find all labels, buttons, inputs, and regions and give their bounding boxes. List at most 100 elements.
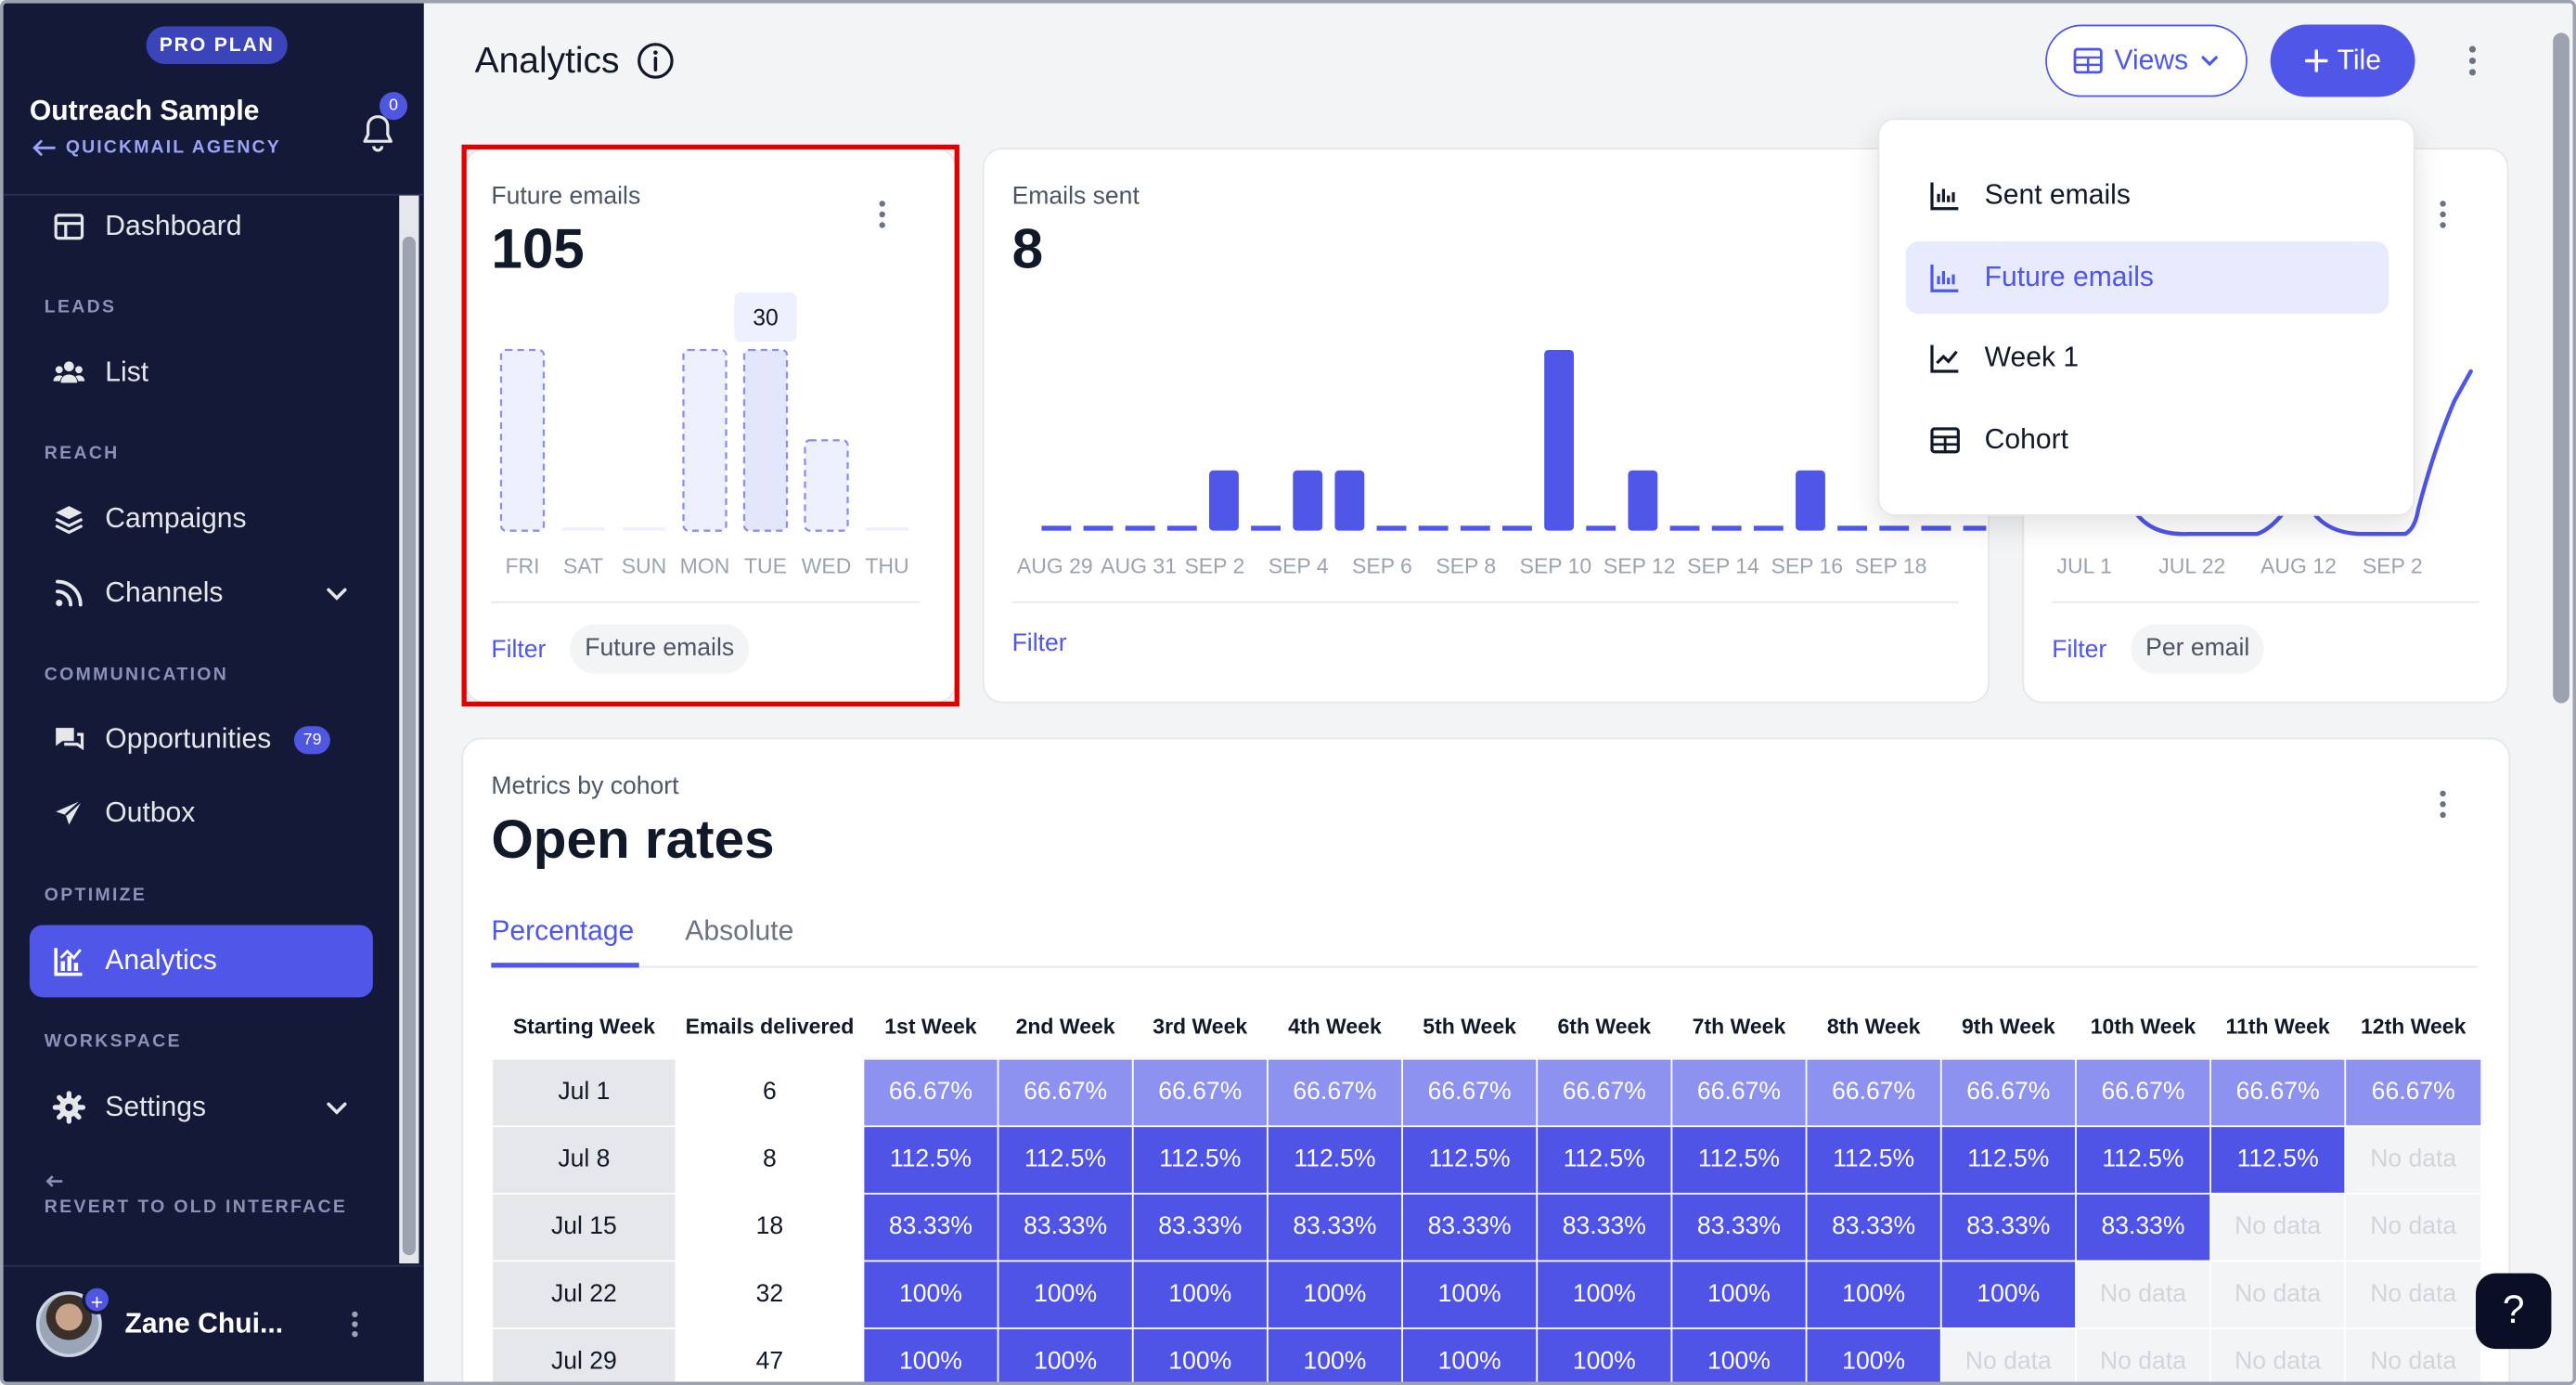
- kebab-menu-icon[interactable]: [2429, 199, 2455, 231]
- user-name[interactable]: Zane Chui...: [124, 1307, 284, 1340]
- rate-cell: 100%: [1536, 1327, 1673, 1382]
- axis-tick-label: SEP 18: [1855, 554, 1927, 578]
- table-row: Jul 1 6 66.67% 66.67% 66.67% 66.67% 66.67% 66.6…: [491, 1056, 2483, 1127]
- sidebar-item-list[interactable]: List: [30, 337, 373, 409]
- sidebar-item-label: Dashboard: [105, 210, 242, 242]
- add-tile-button[interactable]: Tile: [2270, 24, 2415, 97]
- org-name[interactable]: Outreach Sample: [29, 95, 260, 127]
- chart-bar[interactable]: [866, 527, 909, 531]
- chart-bar[interactable]: [1837, 525, 1868, 531]
- chart-bar[interactable]: [1586, 525, 1616, 531]
- add-icon[interactable]: +: [82, 1285, 112, 1314]
- rate-cell: 100%: [1266, 1259, 1403, 1328]
- chart-bar[interactable]: [1753, 525, 1784, 531]
- chart-bar[interactable]: [1460, 525, 1490, 531]
- chart-bar[interactable]: [499, 348, 546, 532]
- agency-link[interactable]: QUICKMAIL AGENCY: [32, 138, 280, 158]
- chevron-down-icon: [327, 1102, 347, 1115]
- sidebar-item-dashboard[interactable]: Dashboard: [30, 190, 373, 263]
- main-scrollbar-thumb[interactable]: [2553, 32, 2570, 704]
- kebab-menu-icon[interactable]: [341, 1308, 367, 1340]
- sidebar-item-campaigns[interactable]: Campaigns: [30, 483, 373, 555]
- kebab-menu-icon[interactable]: [2429, 789, 2455, 822]
- rate-cell: 100%: [1266, 1327, 1403, 1382]
- help-button[interactable]: ?: [2475, 1273, 2552, 1350]
- column-header: 12th Week: [2360, 1014, 2467, 1040]
- chart-bar[interactable]: [1502, 525, 1532, 531]
- tab-percentage[interactable]: Percentage: [491, 914, 635, 947]
- rate-cell: 112.5%: [1805, 1124, 1942, 1194]
- chart-bar[interactable]: [1628, 470, 1658, 531]
- chart-bar[interactable]: [622, 527, 666, 531]
- chart-bar[interactable]: [1796, 470, 1825, 531]
- section-optimize: OPTIMIZE: [44, 885, 148, 906]
- bar-chart-icon: [1930, 182, 1959, 211]
- cohort-table: Starting Week Emails delivered 1st Week 2nd…: [491, 996, 2483, 1382]
- chart-bar[interactable]: [1125, 525, 1155, 531]
- dropdown-item-cohort[interactable]: Cohort: [1906, 404, 2389, 476]
- axis-tick-label: MON: [680, 554, 730, 578]
- kebab-menu-icon[interactable]: [2458, 43, 2488, 79]
- rate-cell: 83.33%: [1670, 1192, 1808, 1262]
- chart-bar[interactable]: [1418, 525, 1449, 531]
- chart-bar[interactable]: [1669, 525, 1700, 531]
- revert-interface-link[interactable]: REVERT TO OLD INTERFACE: [44, 1197, 348, 1218]
- emails-delivered-cell: 18: [675, 1192, 865, 1262]
- chart-bar[interactable]: [1711, 525, 1742, 531]
- chart-bar[interactable]: [804, 439, 849, 532]
- sidebar-item-analytics[interactable]: Analytics: [29, 925, 373, 998]
- chart-bar[interactable]: [561, 527, 605, 531]
- axis-tick-label: SAT: [563, 554, 603, 578]
- column-header: 7th Week: [1692, 1014, 1786, 1040]
- rate-cell: 83.33%: [1939, 1192, 2077, 1262]
- info-icon[interactable]: [636, 41, 675, 80]
- chart-bar[interactable]: [1166, 525, 1197, 531]
- dropdown-item-week-1[interactable]: Week 1: [1906, 322, 2389, 395]
- chart-bar[interactable]: [1041, 525, 1072, 531]
- rate-cell: 100%: [1401, 1327, 1539, 1382]
- axis-tick-label: SEP 10: [1520, 554, 1592, 578]
- sidebar-divider: [3, 193, 424, 196]
- emails-delivered-cell: 6: [675, 1056, 865, 1127]
- active-tab-indicator: [491, 963, 639, 968]
- kebab-menu-icon[interactable]: [869, 199, 895, 231]
- chart-bar[interactable]: [1963, 525, 1987, 531]
- chart-bar[interactable]: [1083, 525, 1114, 531]
- bell-icon[interactable]: [358, 111, 397, 154]
- chart-bar[interactable]: [742, 348, 789, 532]
- dropdown-item-future-emails[interactable]: Future emails: [1905, 241, 2389, 315]
- chart-bar[interactable]: [1251, 525, 1282, 531]
- axis-tick-label: SUN: [622, 554, 667, 578]
- sidebar-item-outbox[interactable]: Outbox: [30, 777, 373, 849]
- sidebar-item-channels[interactable]: Channels: [30, 557, 373, 629]
- rate-cell: 100%: [1401, 1259, 1539, 1328]
- chart-bar[interactable]: [1209, 470, 1239, 531]
- filter-link[interactable]: Filter: [491, 635, 547, 665]
- rate-cell: 66.67%: [997, 1056, 1134, 1127]
- chart-bar[interactable]: [1293, 470, 1323, 531]
- no-data-cell: No data: [2344, 1327, 2483, 1382]
- chart-bar[interactable]: [1334, 470, 1365, 531]
- filter-chip[interactable]: Future emails: [570, 624, 750, 674]
- chart-bar[interactable]: [1376, 525, 1407, 531]
- sidebar-item-settings[interactable]: Settings: [30, 1071, 373, 1144]
- chart-bar[interactable]: [682, 348, 728, 532]
- filter-chip[interactable]: Per email: [2131, 624, 2265, 674]
- rate-cell: 100%: [1131, 1259, 1269, 1328]
- dropdown-item-sent-emails[interactable]: Sent emails: [1906, 160, 2389, 232]
- filter-link[interactable]: Filter: [1011, 628, 1067, 657]
- user-bar: [3, 1264, 424, 1382]
- rss-icon: [56, 579, 83, 607]
- rate-cell: 100%: [1131, 1327, 1269, 1382]
- filter-link[interactable]: Filter: [2052, 635, 2107, 665]
- no-data-cell: No data: [2344, 1192, 2483, 1262]
- chart-bar[interactable]: [1921, 525, 1951, 531]
- tab-absolute[interactable]: Absolute: [685, 914, 794, 947]
- axis-tick-label: SEP 2: [1184, 554, 1244, 578]
- chart-bar[interactable]: [1879, 525, 1910, 531]
- chart-bar[interactable]: [1544, 349, 1575, 531]
- section-leads: LEADS: [44, 297, 117, 317]
- sidebar-item-opportunities[interactable]: Opportunities 79: [30, 704, 373, 776]
- views-button[interactable]: Views: [2045, 24, 2248, 97]
- sidebar-scrollbar-thumb[interactable]: [402, 236, 416, 1256]
